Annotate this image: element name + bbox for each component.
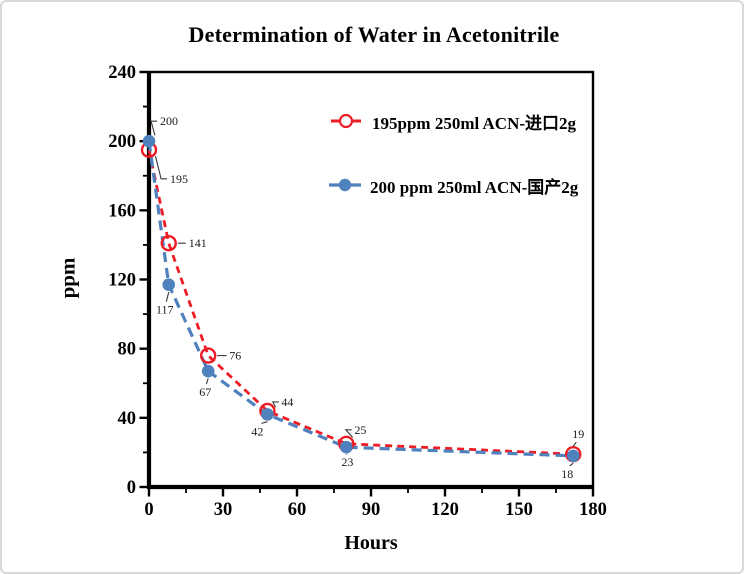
legend-entry-imported: 195ppm 250ml ACN-进口2g xyxy=(331,108,576,134)
svg-text:141: 141 xyxy=(189,236,207,250)
svg-text:18: 18 xyxy=(561,467,573,481)
svg-text:200: 200 xyxy=(108,132,136,152)
svg-text:120: 120 xyxy=(108,271,136,291)
svg-text:200: 200 xyxy=(160,114,178,128)
svg-text:42: 42 xyxy=(251,424,263,438)
chart-title: Determination of Water in Acetonitrile xyxy=(188,22,560,47)
svg-text:0: 0 xyxy=(144,500,153,520)
blue-line-filled-circle-icon xyxy=(329,178,361,192)
svg-text:120: 120 xyxy=(431,500,459,520)
red-dashed-open-circle-icon xyxy=(331,113,361,129)
svg-text:76: 76 xyxy=(229,349,241,363)
svg-text:117: 117 xyxy=(156,303,174,317)
svg-text:180: 180 xyxy=(579,500,607,520)
svg-text:44: 44 xyxy=(281,395,293,409)
legend-entry-domestic: 200 ppm 250ml ACN-国产2g xyxy=(329,172,578,198)
svg-text:67: 67 xyxy=(199,385,211,399)
legend-label-imported: 195ppm 250ml ACN-进口2g xyxy=(372,113,577,133)
legend-label-domestic: 200 ppm 250ml ACN-国产2g xyxy=(370,177,579,197)
svg-text:30: 30 xyxy=(214,500,233,520)
svg-text:90: 90 xyxy=(362,500,381,520)
svg-text:195: 195 xyxy=(170,172,188,186)
svg-text:160: 160 xyxy=(108,201,136,221)
svg-text:0: 0 xyxy=(127,478,136,498)
svg-text:80: 80 xyxy=(118,340,137,360)
svg-text:19: 19 xyxy=(572,427,584,441)
svg-text:240: 240 xyxy=(108,63,136,83)
svg-text:60: 60 xyxy=(288,500,307,520)
x-axis-title: Hours xyxy=(344,532,398,554)
svg-text:25: 25 xyxy=(354,423,366,437)
svg-text:23: 23 xyxy=(341,455,353,469)
svg-text:150: 150 xyxy=(505,500,533,520)
svg-text:40: 40 xyxy=(118,409,137,429)
